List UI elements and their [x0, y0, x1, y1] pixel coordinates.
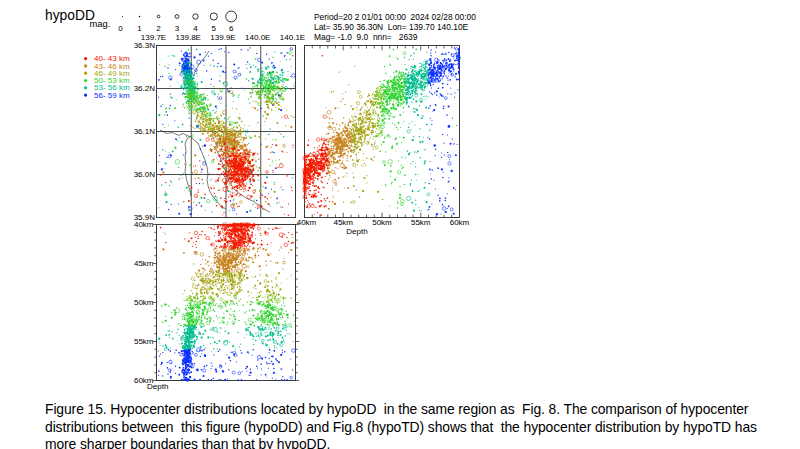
svg-text:Period=20 2 01/01 00:00 2024: Period=20 2 01/01 00:00 2024 02/28 00:00 — [314, 12, 476, 22]
svg-text:Depth: Depth — [346, 227, 367, 236]
svg-text:hypoDD: hypoDD — [45, 8, 95, 23]
svg-text:0: 0 — [118, 24, 123, 33]
svg-text:36.0N: 36.0N — [134, 170, 156, 179]
svg-text:56- 59 km: 56- 59 km — [94, 91, 130, 100]
svg-text:45km: 45km — [333, 218, 353, 227]
svg-text:55km: 55km — [134, 337, 154, 346]
svg-text:45km: 45km — [134, 259, 154, 268]
svg-text:140.1E: 140.1E — [280, 33, 305, 42]
svg-text:mag.: mag. — [90, 18, 111, 29]
svg-text:Lat= 35.90 36.30N Lon= 139.70: Lat= 35.90 36.30N Lon= 139.70 140.10E — [314, 22, 469, 32]
svg-text:50km: 50km — [372, 218, 392, 227]
svg-text:Depth: Depth — [147, 382, 168, 391]
svg-text:36.3N: 36.3N — [134, 41, 156, 50]
svg-text:139.9E: 139.9E — [210, 33, 235, 42]
svg-text:140.0E: 140.0E — [245, 33, 270, 42]
svg-text:50km: 50km — [134, 298, 154, 307]
svg-text:36.2N: 36.2N — [134, 84, 156, 93]
svg-text:60km: 60km — [450, 218, 470, 227]
svg-text:36.1N: 36.1N — [134, 127, 156, 136]
svg-text:40km: 40km — [297, 218, 317, 227]
svg-text:Mag= -1.0 9.0 nnn= 2639: Mag= -1.0 9.0 nnn= 2639 — [314, 32, 418, 42]
svg-text:139.8E: 139.8E — [176, 33, 201, 42]
svg-text:40km: 40km — [134, 220, 154, 229]
svg-text:55km: 55km — [411, 218, 431, 227]
